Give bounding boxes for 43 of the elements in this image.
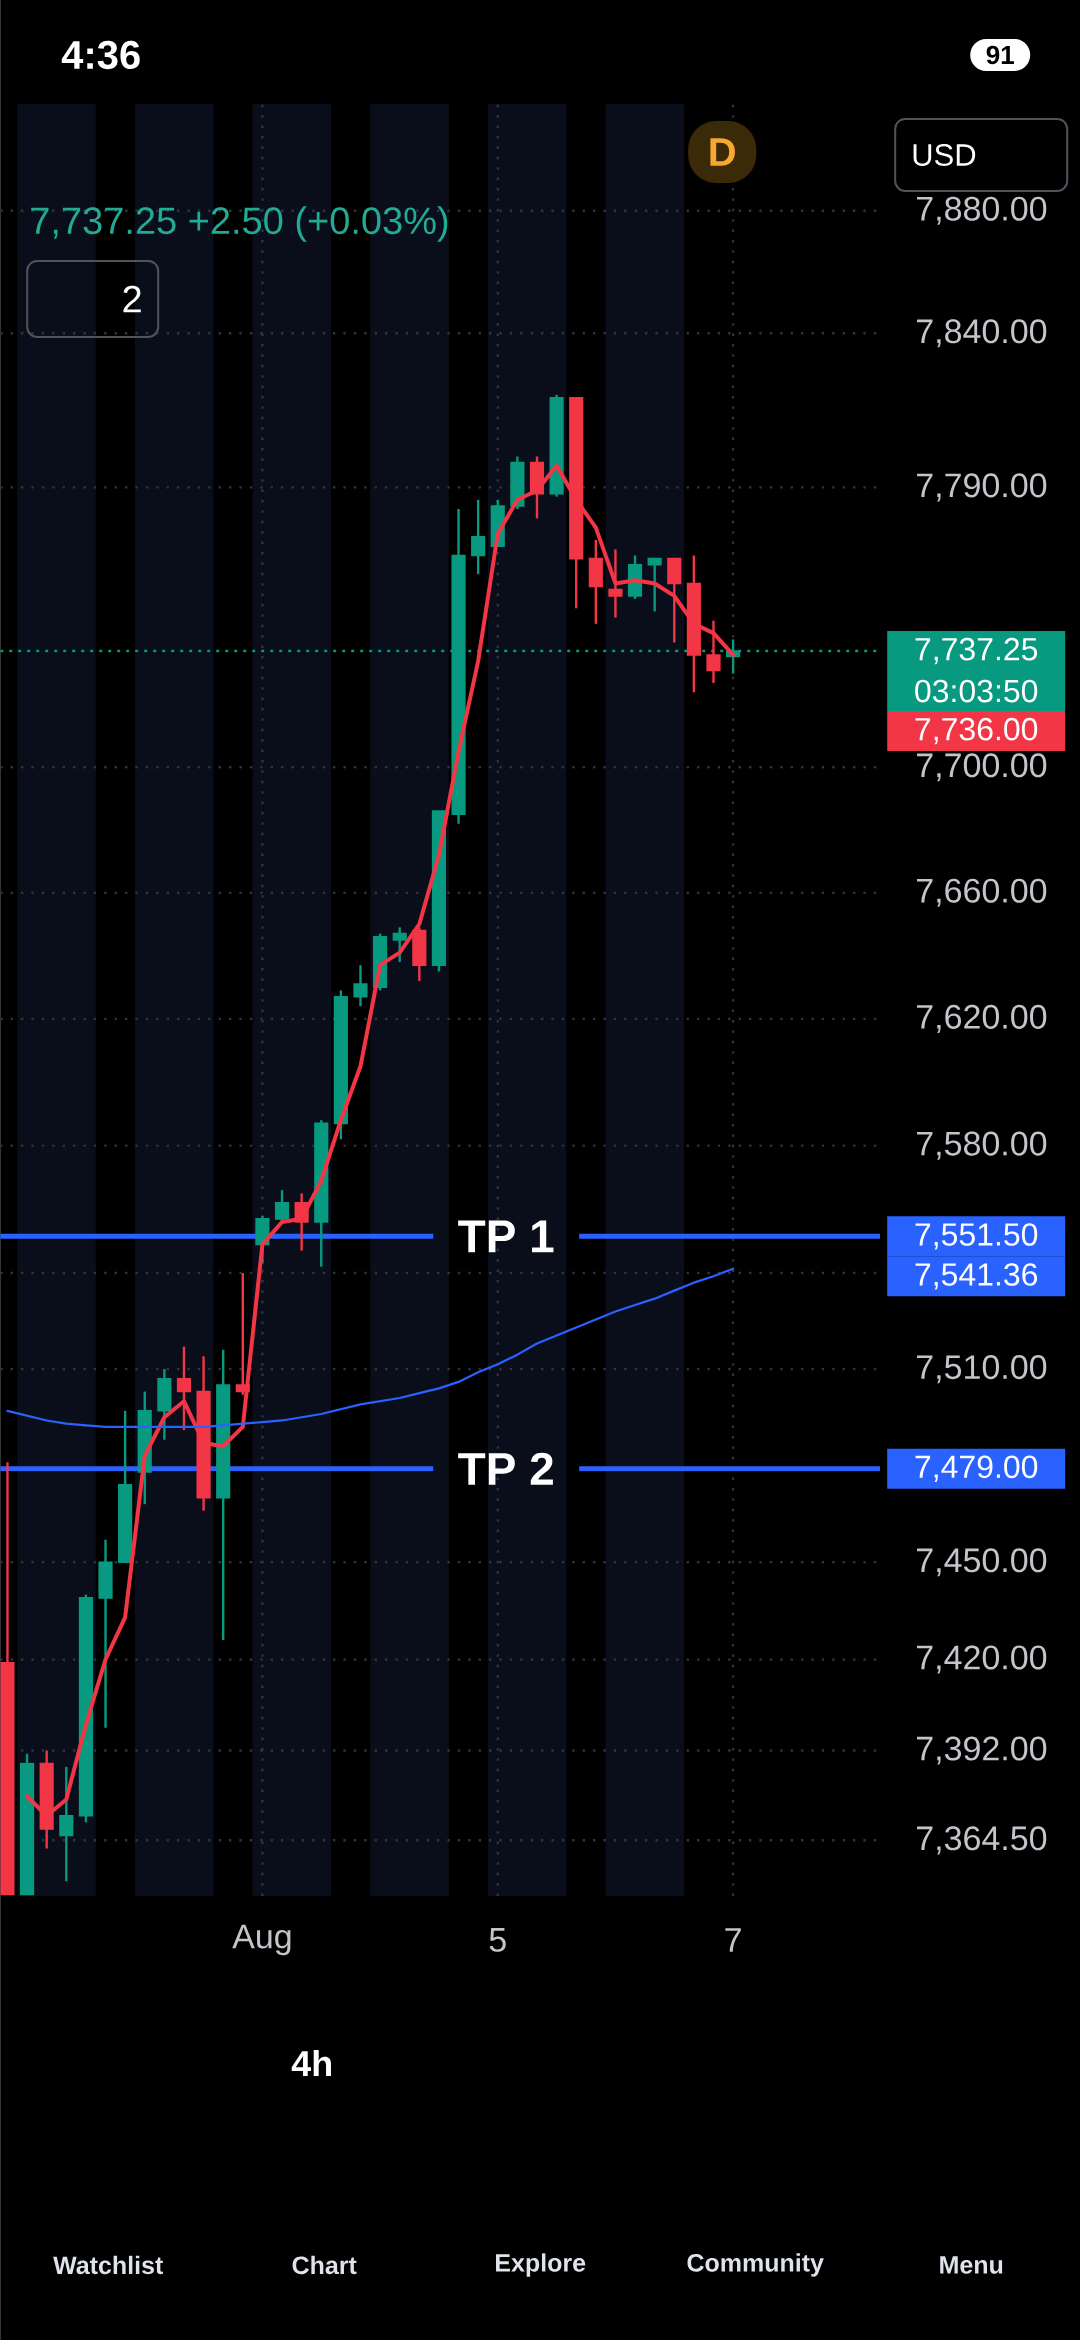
text: Explore <box>495 2253 586 2277</box>
text: 03:03:50 <box>915 679 1038 703</box>
y-tick-label: 7,840.00 <box>916 319 1047 348</box>
annotation: D <box>710 138 735 166</box>
candlestick <box>392 926 407 964</box>
y-tick-label: 7,790.00 <box>916 473 1047 502</box>
text: 7,737.25 +2.50 (+0.03%) <box>31 206 448 242</box>
ref-line-label: TP 1 <box>458 1220 554 1253</box>
candlestick <box>59 1765 74 1883</box>
text: Community <box>687 2253 824 2277</box>
x-tick-label: 5 <box>489 1928 506 1952</box>
annotation: 2 <box>123 285 141 313</box>
y-tick-label: 7,880.00 <box>916 196 1047 225</box>
text: 7,479.00 <box>915 1455 1038 1482</box>
text: 4:36 <box>61 40 140 70</box>
text: Menu <box>940 2256 1003 2274</box>
text: 7,551.50 <box>915 1223 1038 1250</box>
y-tick-label: 7,510.00 <box>916 1355 1047 1384</box>
y-tick-label: 7,392.00 <box>916 1736 1047 1765</box>
candlestick <box>353 963 368 1008</box>
ref-line-label: TP 2 <box>458 1452 553 1485</box>
y-tick-label: 7,660.00 <box>916 878 1047 907</box>
text: 7,541.36 <box>915 1263 1037 1290</box>
text: USD <box>913 144 976 166</box>
text: 91 <box>986 45 1014 65</box>
text: 7,736.00 <box>915 717 1038 745</box>
candlestick <box>176 1345 191 1432</box>
candlestick <box>470 498 486 576</box>
y-tick-label: 7,420.00 <box>916 1645 1047 1674</box>
x-tick-label: 7 <box>725 1928 741 1952</box>
y-tick-label: 7,364.50 <box>916 1826 1047 1855</box>
candlestick <box>608 548 623 619</box>
x-tick-label: Aug <box>232 1924 291 1956</box>
text: Chart <box>292 2255 357 2275</box>
candlestick <box>647 557 662 613</box>
text: Watchlist <box>53 2255 163 2275</box>
y-tick-label: 7,580.00 <box>916 1131 1047 1160</box>
y-tick-label: 7,620.00 <box>916 1004 1047 1033</box>
text: 7,737.25 <box>915 637 1038 665</box>
text: 4h <box>291 2049 331 2077</box>
y-tick-label: 7,700.00 <box>916 753 1047 782</box>
y-tick-label: 7,450.00 <box>916 1548 1047 1577</box>
candlestick <box>706 619 721 685</box>
